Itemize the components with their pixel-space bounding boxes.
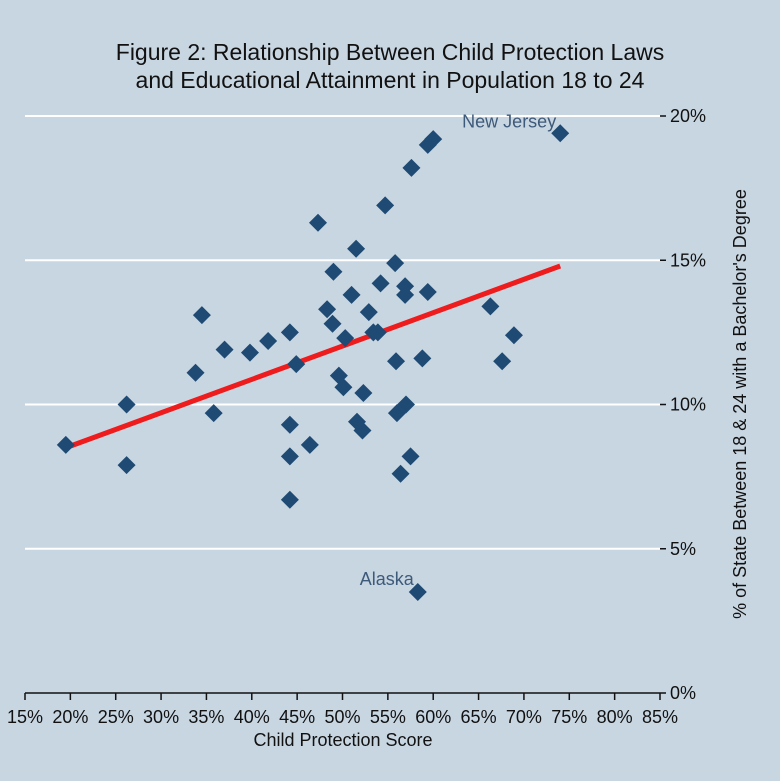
data-point — [396, 285, 415, 304]
data-point — [336, 329, 355, 348]
data-point — [334, 378, 353, 397]
x-tick-label: 85% — [642, 707, 678, 727]
data-point — [347, 239, 366, 258]
annotation-label: New Jersey — [462, 111, 556, 131]
chart-title-line-1: Figure 2: Relationship Between Child Pro… — [116, 39, 664, 65]
data-points — [56, 124, 570, 602]
data-point — [56, 435, 75, 454]
data-point — [280, 490, 299, 509]
x-tick-label: 70% — [506, 707, 542, 727]
x-tick-label: 15% — [7, 707, 43, 727]
data-point — [204, 404, 223, 423]
x-axis: 15% 20% 25% 30% 35% 40% 45% 50% 55% 60% 65% 70% 75% 8… — [7, 692, 678, 727]
y-axis-ticks: 0% 5% 10% 15% 20% — [660, 106, 706, 703]
data-point — [354, 383, 373, 402]
x-axis-label: Child Protection Score — [253, 730, 432, 750]
chart-title-line-2: and Educational Attainment in Population… — [136, 67, 645, 93]
x-tick-label: 75% — [551, 707, 587, 727]
data-point — [215, 340, 234, 359]
data-point — [418, 282, 437, 301]
data-point — [342, 285, 361, 304]
x-tick-label: 80% — [597, 707, 633, 727]
x-tick-label: 35% — [188, 707, 224, 727]
data-point — [359, 303, 378, 322]
data-point — [324, 262, 343, 281]
data-point — [117, 456, 136, 475]
data-point — [376, 196, 395, 215]
data-point — [287, 355, 306, 374]
data-point — [371, 274, 390, 293]
data-point — [391, 464, 410, 483]
data-point — [493, 352, 512, 371]
data-point — [386, 254, 405, 273]
annotation-label: Alaska — [360, 569, 415, 589]
x-tick-label: 55% — [370, 707, 406, 727]
data-point — [551, 124, 570, 143]
data-point — [353, 421, 372, 440]
y-axis-label: % of State Between 18 & 24 with a Bachel… — [730, 189, 750, 619]
y-tick-label: 20% — [670, 106, 706, 126]
data-point — [368, 323, 387, 342]
data-point — [280, 323, 299, 342]
data-point — [117, 395, 136, 414]
data-point — [309, 213, 328, 232]
x-tick-label: 20% — [52, 707, 88, 727]
x-tick-label: 60% — [415, 707, 451, 727]
data-point — [280, 415, 299, 434]
data-point — [240, 343, 259, 362]
data-point — [481, 297, 500, 316]
x-tick-label: 50% — [324, 707, 360, 727]
x-tick-label: 25% — [98, 707, 134, 727]
annotations: New Jersey Alaska — [360, 111, 556, 589]
data-point — [408, 583, 427, 602]
data-point — [280, 447, 299, 466]
data-point — [424, 130, 443, 149]
data-point — [397, 395, 415, 414]
y-tick-label: 5% — [670, 539, 696, 559]
y-tick-label: 15% — [670, 250, 706, 270]
data-point — [413, 349, 432, 368]
data-point — [186, 363, 205, 382]
data-point — [387, 352, 406, 371]
fit-line-group — [64, 263, 562, 451]
data-point — [192, 306, 211, 325]
x-tick-label: 65% — [461, 707, 497, 727]
x-tick-label: 40% — [234, 707, 270, 727]
data-point — [259, 332, 278, 351]
data-point — [300, 435, 319, 454]
y-tick-label: 10% — [670, 395, 706, 415]
x-tick-label: 45% — [279, 707, 315, 727]
data-point — [323, 314, 342, 333]
data-point — [318, 300, 337, 319]
data-point — [504, 326, 523, 345]
y-tick-label: 0% — [670, 683, 696, 703]
fit-line — [64, 263, 562, 451]
data-point — [402, 158, 421, 177]
data-point — [401, 447, 420, 466]
x-tick-label: 30% — [143, 707, 179, 727]
